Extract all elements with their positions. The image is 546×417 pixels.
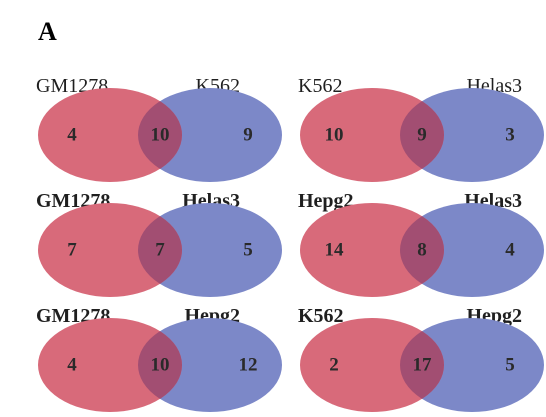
- venn-right-only-count: 3: [505, 124, 515, 145]
- venn-overlap-count: 10: [151, 354, 170, 375]
- venn-right-only-count: 9: [243, 124, 253, 145]
- venn-left-set: [38, 88, 182, 182]
- venn-overlap-count: 17: [413, 354, 433, 375]
- venn-left-set: [38, 318, 182, 412]
- venn-overlap-count: 9: [417, 124, 427, 145]
- venn-right-only-count: 5: [505, 354, 515, 375]
- venn-left-only-count: 7: [67, 239, 77, 260]
- venn-right-only-count: 4: [505, 239, 515, 260]
- venn-right-set: [138, 88, 282, 182]
- venn-left-only-count: 14: [325, 239, 345, 260]
- panel-label: A: [38, 17, 57, 46]
- venn-overlap-count: 7: [155, 239, 165, 260]
- venn-left-only-count: 10: [325, 124, 344, 145]
- venn-left-set: [300, 318, 444, 412]
- venn-right-set: [400, 318, 544, 412]
- venn-left-only-count: 2: [329, 354, 339, 375]
- venn-right-only-count: 5: [243, 239, 253, 260]
- venn-left-label: K562: [298, 75, 342, 97]
- venn-right-set: [138, 318, 282, 412]
- venn-right-set: [138, 203, 282, 297]
- venn-left-label: K562: [298, 305, 344, 327]
- venn-left-set: [300, 88, 444, 182]
- venn-left-set: [300, 203, 444, 297]
- venn-left-only-count: 4: [67, 354, 77, 375]
- venn-left-label: Hepg2: [298, 190, 354, 212]
- venn-overlap-count: 10: [151, 124, 170, 145]
- venn-right-only-count: 12: [239, 354, 258, 375]
- venn-left-only-count: 4: [67, 124, 77, 145]
- venn-right-set: [400, 88, 544, 182]
- venn-left-set: [38, 203, 182, 297]
- venn-overlap-count: 8: [417, 239, 427, 260]
- venn-right-set: [400, 203, 544, 297]
